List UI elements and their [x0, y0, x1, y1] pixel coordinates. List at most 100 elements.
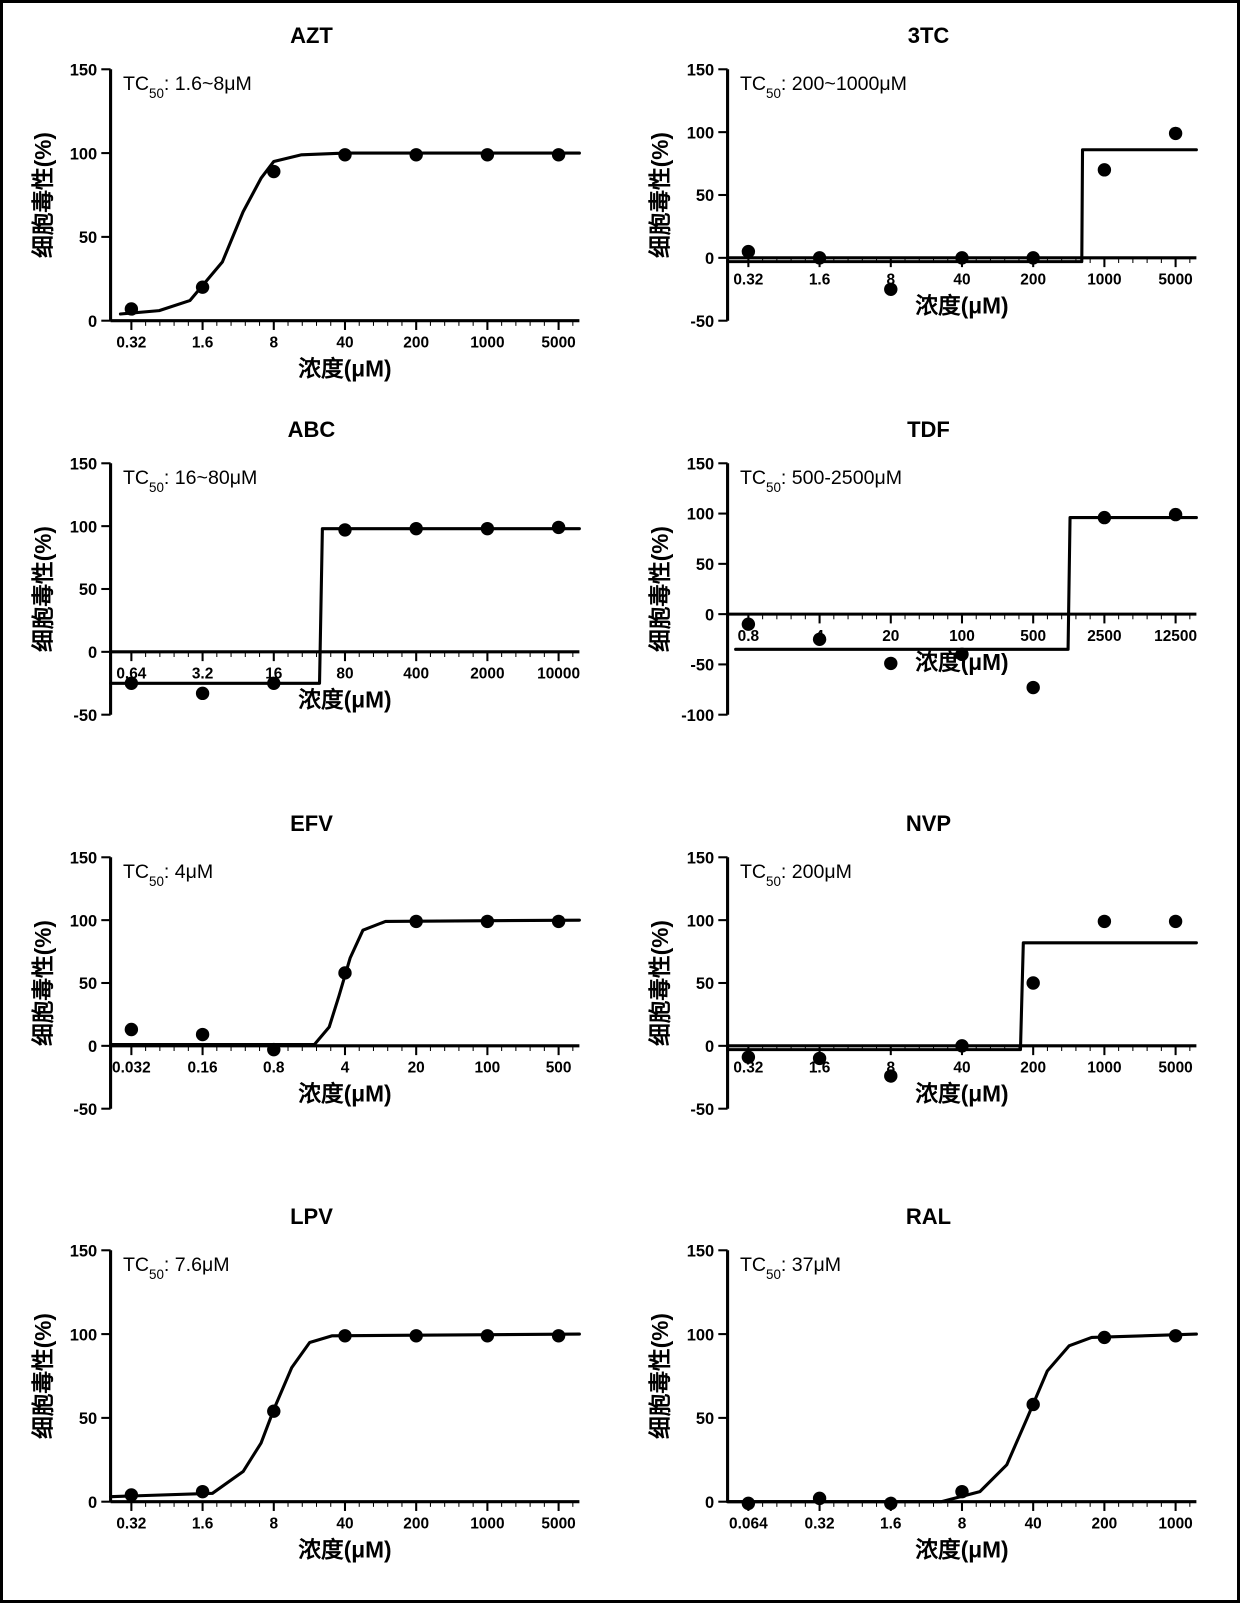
y-tick-label: 150	[687, 849, 714, 867]
data-point	[267, 165, 280, 178]
data-point	[552, 148, 565, 161]
x-tick-label: 0.32	[805, 1516, 835, 1533]
x-tick-label: 40	[953, 1059, 970, 1076]
tc50-annotation: TC50: 7.6μM	[123, 1254, 230, 1282]
fit-curve	[728, 942, 1197, 1049]
data-point	[338, 1329, 351, 1342]
panel-lpv: LPV0501001500.321.684020010005000细胞毒性(%)…	[23, 1204, 600, 1580]
data-point	[409, 1329, 422, 1342]
data-point	[1098, 1331, 1111, 1344]
data-point	[813, 1051, 826, 1064]
y-tick-label: 100	[687, 506, 714, 524]
x-tick-label: 0.032	[112, 1059, 151, 1076]
x-axis-label: 浓度(μM)	[298, 1080, 391, 1106]
data-point	[1098, 914, 1111, 927]
y-tick-label: 100	[70, 145, 97, 163]
y-tick-label: 150	[687, 455, 714, 473]
x-tick-label: 200	[403, 334, 429, 351]
y-axis-label: 细胞毒性(%)	[30, 920, 56, 1046]
data-point	[1098, 511, 1111, 524]
panel-ral: RAL0501001500.0640.321.68402001000细胞毒性(%…	[640, 1204, 1217, 1580]
tc50-annotation: TC50: 4μM	[123, 860, 213, 888]
data-point	[1169, 914, 1182, 927]
x-tick-label: 20	[882, 628, 899, 645]
x-tick-label: 1.6	[192, 1516, 214, 1533]
y-axis-label: 细胞毒性(%)	[647, 920, 673, 1046]
x-axis-label: 浓度(μM)	[298, 355, 391, 381]
data-point	[338, 966, 351, 979]
y-tick-label: 150	[687, 1243, 714, 1261]
x-axis-label: 浓度(μM)	[915, 1537, 1008, 1563]
x-tick-label: 400	[403, 665, 429, 682]
x-tick-label: 40	[1025, 1516, 1042, 1533]
x-tick-label: 3.2	[192, 665, 213, 682]
x-tick-label: 0.32	[116, 334, 146, 351]
data-point	[481, 1329, 494, 1342]
data-point	[267, 1042, 280, 1055]
data-point	[955, 1485, 968, 1498]
y-tick-label: 150	[70, 849, 97, 867]
tc50-annotation: TC50: 200~1000μM	[740, 73, 907, 101]
y-tick-label: 150	[70, 61, 97, 79]
x-tick-label: 1000	[1087, 1059, 1121, 1076]
x-axis-label: 浓度(μM)	[915, 1080, 1008, 1106]
y-tick-label: 100	[70, 518, 97, 536]
data-point	[125, 1489, 138, 1502]
y-axis-label: 细胞毒性(%)	[30, 1313, 56, 1439]
data-point	[125, 302, 138, 315]
data-point	[1026, 1398, 1039, 1411]
y-tick-label: 0	[705, 1038, 714, 1056]
y-axis-label: 细胞毒性(%)	[30, 526, 56, 652]
x-tick-label: 1.6	[809, 272, 831, 289]
y-tick-label: 0	[705, 250, 714, 268]
figure-frame: AZT0501001500.321.684020010005000细胞毒性(%)…	[0, 0, 1240, 1603]
data-point	[481, 914, 494, 927]
panel-azt: AZT0501001500.321.684020010005000细胞毒性(%)…	[23, 23, 600, 399]
data-point	[481, 148, 494, 161]
y-tick-label: 50	[696, 187, 714, 205]
y-tick-label: 0	[88, 313, 97, 331]
panel-title: EFV	[23, 811, 600, 837]
data-point	[742, 1497, 755, 1510]
data-point	[955, 251, 968, 264]
x-tick-label: 2500	[1087, 628, 1121, 645]
data-point	[813, 251, 826, 264]
x-tick-label: 0.32	[116, 1516, 146, 1533]
x-tick-label: 10000	[537, 665, 580, 682]
y-tick-label: 50	[79, 581, 97, 599]
panel-title: AZT	[23, 23, 600, 49]
fit-curve	[111, 920, 580, 1044]
data-point	[742, 617, 755, 630]
panel-title: ABC	[23, 417, 600, 443]
data-point	[1169, 508, 1182, 521]
y-tick-label: -50	[73, 1100, 97, 1118]
panel-nvp: NVP-500501001500.321.684020010005000细胞毒性…	[640, 811, 1217, 1187]
data-point	[196, 280, 209, 293]
data-point	[338, 523, 351, 536]
y-tick-label: -100	[681, 707, 714, 725]
panel-title: TDF	[640, 417, 1217, 443]
y-tick-label: 100	[70, 912, 97, 930]
x-tick-label: 8	[269, 334, 278, 351]
fit-curve	[111, 1334, 580, 1497]
y-tick-label: 50	[696, 1410, 714, 1428]
x-tick-label: 1000	[1158, 1516, 1192, 1533]
y-tick-label: 0	[88, 644, 97, 662]
data-point	[1098, 163, 1111, 176]
data-point	[125, 1022, 138, 1035]
x-tick-label: 200	[1020, 1059, 1046, 1076]
data-point	[813, 1492, 826, 1505]
x-tick-label: 1000	[470, 334, 504, 351]
y-tick-label: -50	[690, 656, 714, 674]
x-tick-label: 200	[1020, 272, 1046, 289]
data-point	[267, 1405, 280, 1418]
data-point	[552, 1329, 565, 1342]
y-tick-label: 150	[70, 1243, 97, 1261]
y-tick-label: 100	[687, 1327, 714, 1345]
x-axis-label: 浓度(μM)	[915, 292, 1008, 318]
fit-curve	[728, 150, 1197, 262]
data-point	[338, 148, 351, 161]
x-tick-label: 1000	[1087, 272, 1121, 289]
x-tick-label: 0.32	[733, 272, 763, 289]
x-tick-label: 5000	[541, 1516, 575, 1533]
